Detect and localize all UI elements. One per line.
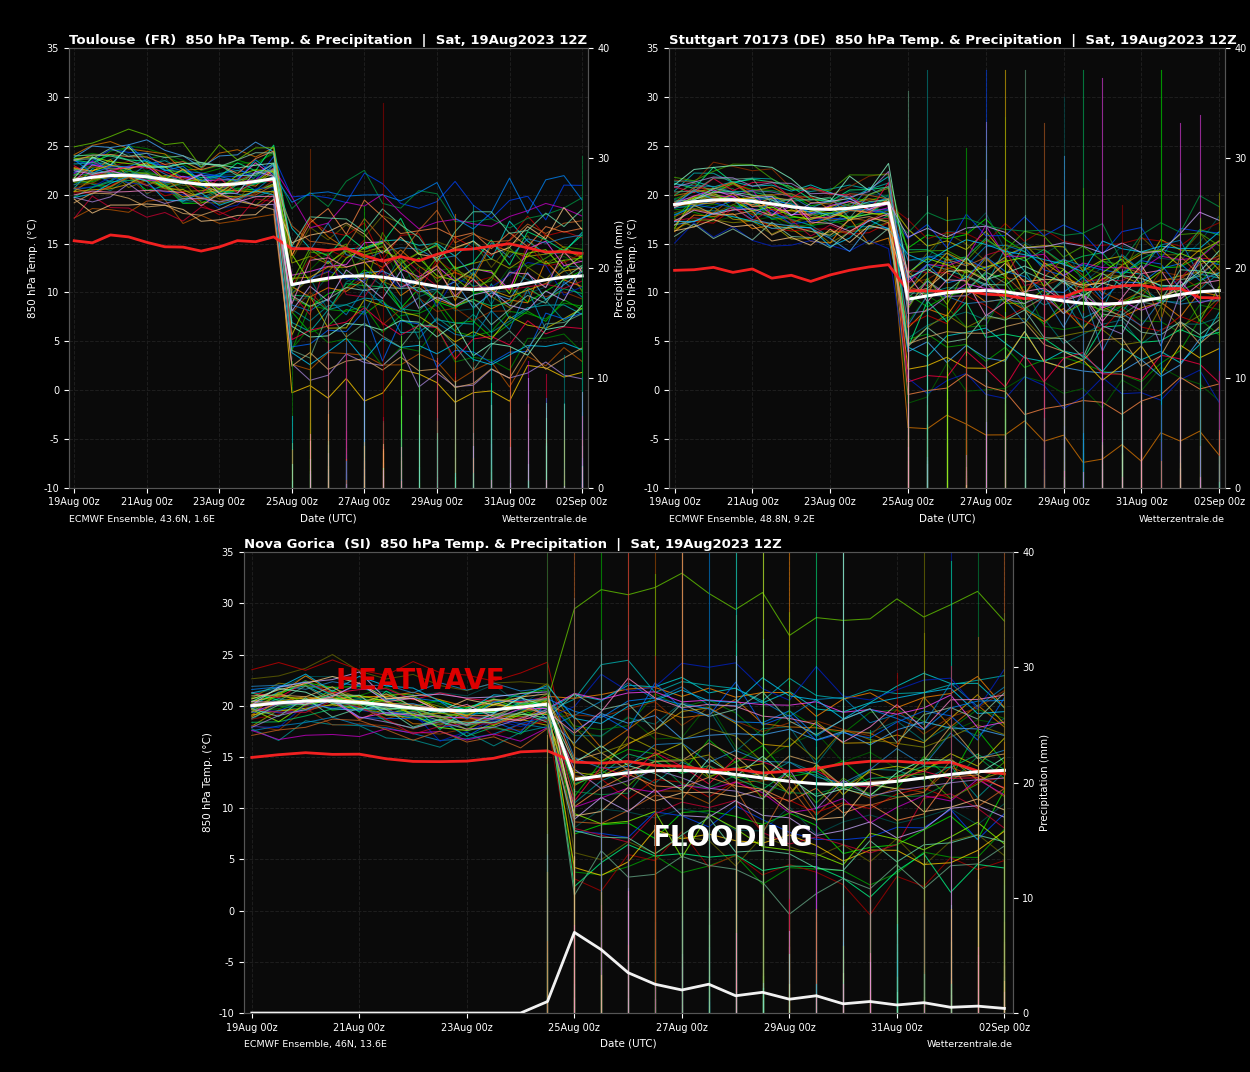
X-axis label: Date (UTC): Date (UTC) <box>300 513 356 523</box>
Text: Wetterzentrale.de: Wetterzentrale.de <box>1139 515 1225 523</box>
Text: HEATWAVE: HEATWAVE <box>336 667 505 695</box>
Text: Wetterzentrale.de: Wetterzentrale.de <box>926 1040 1013 1048</box>
Text: ECMWF Ensemble, 48.8N, 9.2E: ECMWF Ensemble, 48.8N, 9.2E <box>669 515 815 523</box>
Text: Wetterzentrale.de: Wetterzentrale.de <box>501 515 588 523</box>
Text: ECMWF Ensemble, 43.6N, 1.6E: ECMWF Ensemble, 43.6N, 1.6E <box>69 515 215 523</box>
Y-axis label: Precipitation (mm): Precipitation (mm) <box>615 220 625 316</box>
Text: ECMWF Ensemble, 46N, 13.6E: ECMWF Ensemble, 46N, 13.6E <box>244 1040 386 1048</box>
Text: FLOODING: FLOODING <box>651 824 812 852</box>
Text: Stuttgart 70173 (DE)  850 hPa Temp. & Precipitation  |  Sat, 19Aug2023 12Z: Stuttgart 70173 (DE) 850 hPa Temp. & Pre… <box>669 34 1236 47</box>
Y-axis label: 850 hPa Temp. (°C): 850 hPa Temp. (°C) <box>28 218 38 318</box>
Y-axis label: 850 hPa Temp. (°C): 850 hPa Temp. (°C) <box>628 218 638 318</box>
Y-axis label: Precipitation (mm): Precipitation (mm) <box>1040 734 1050 831</box>
Text: Nova Gorica  (SI)  850 hPa Temp. & Precipitation  |  Sat, 19Aug2023 12Z: Nova Gorica (SI) 850 hPa Temp. & Precipi… <box>244 538 781 551</box>
X-axis label: Date (UTC): Date (UTC) <box>919 513 975 523</box>
Y-axis label: 850 hPa Temp. (°C): 850 hPa Temp. (°C) <box>202 732 212 833</box>
X-axis label: Date (UTC): Date (UTC) <box>600 1039 656 1048</box>
Text: Toulouse  (FR)  850 hPa Temp. & Precipitation  |  Sat, 19Aug2023 12Z: Toulouse (FR) 850 hPa Temp. & Precipitat… <box>69 34 588 47</box>
